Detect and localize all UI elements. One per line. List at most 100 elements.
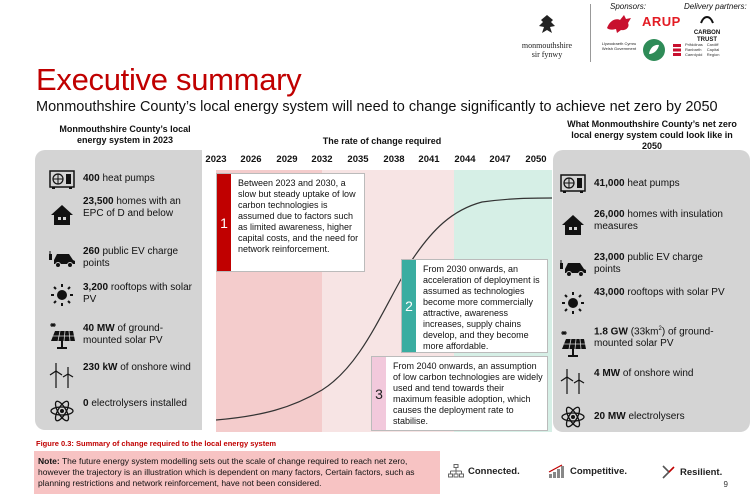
- item-value: 4 MW: [594, 368, 621, 379]
- carbon-trust-line1: CARBON: [693, 30, 721, 36]
- year-label: 2044: [454, 154, 476, 165]
- ccr-en-line1: Cardiff: [706, 42, 719, 47]
- ccr-mark-icon: [673, 43, 681, 56]
- current-onshore-wind: 230 kW of onshore wind: [47, 362, 198, 388]
- item-label: of ground-mounted solar PV: [594, 326, 714, 350]
- current-heat-pumps: 400 heat pumps: [47, 167, 193, 193]
- item-label: electrolysers installed: [91, 398, 187, 409]
- future-heat-pumps: 41,000 heat pumps: [558, 171, 734, 197]
- item-superscript: 2: [658, 326, 662, 332]
- callout-phase-3: 3 From 2040 onwards, an assumption of lo…: [371, 356, 548, 431]
- heat-pump-icon: [47, 167, 77, 193]
- page-subtitle: Monmouthshire County’s local energy syst…: [36, 99, 718, 115]
- item-value-close: ): [661, 326, 666, 338]
- item-value: 0: [83, 398, 89, 409]
- callout-number: 1: [217, 174, 231, 271]
- current-ev-charge-points: 260 public EV charge points: [47, 246, 203, 272]
- dragon-icon: [607, 15, 631, 33]
- middle-column-heading: The rate of change required: [322, 136, 442, 146]
- council-name-line2: sir fynwy: [531, 50, 563, 59]
- wg-name-line1: Llywodraeth Cymru: [601, 41, 637, 46]
- delivery-partners-label: Delivery partners:: [684, 2, 747, 11]
- item-label: heat pumps: [627, 178, 680, 189]
- future-homes-insulation: 26,000 homes with insulation measures: [558, 209, 734, 238]
- solar-panel-icon: [47, 323, 77, 349]
- sun-icon: [558, 290, 588, 316]
- future-rooftop-solar: 43,000 rooftops with solar PV: [558, 287, 734, 316]
- house-icon: [47, 202, 77, 228]
- monmouthshire-logo: monmouthshire sir fynwy: [512, 14, 582, 59]
- callout-text: From 2040 onwards, an assumption of low …: [393, 361, 543, 426]
- council-crest-icon: [539, 15, 555, 33]
- year-label: 2041: [418, 154, 440, 165]
- note-label: Note:: [38, 456, 60, 466]
- tag-label: Resilient.: [680, 466, 723, 478]
- callout-phase-2: 2 From 2030 onwards, an acceleration of …: [401, 259, 548, 353]
- wind-turbine-icon: [558, 368, 588, 394]
- network-icon: [448, 464, 464, 478]
- future-ground-solar: 1.8 GW (33km2) of ground-mounted solar P…: [558, 323, 734, 357]
- resilience-icon: [662, 465, 675, 479]
- welsh-government-logo: Llywodraeth Cymru Welsh Government: [598, 12, 640, 51]
- item-value: 26,000: [594, 209, 625, 220]
- item-label: rooftops with solar PV: [83, 282, 192, 305]
- page-title: Executive summary: [36, 62, 302, 97]
- current-system-panel: [35, 150, 221, 430]
- figure-caption: Figure 0.3: Summary of change required t…: [36, 439, 277, 448]
- cardiff-capital-region-logo: Prifddinas Ranbarth Caerdydd Cardiff Cap…: [672, 42, 719, 57]
- item-value: 1.8 GW: [594, 326, 628, 338]
- item-value: 3,200: [83, 282, 109, 293]
- heat-pump-icon: [558, 171, 588, 197]
- item-label: homes with insulation measures: [594, 209, 723, 232]
- item-value: 260: [83, 246, 100, 257]
- atom-icon: [558, 404, 588, 430]
- year-label: 2029: [276, 154, 298, 165]
- ccr-en-line2: Capital: [706, 47, 720, 52]
- carbon-trust-line2: TRUST: [697, 37, 717, 43]
- left-column-heading: Monmouthshire County’s local energy syst…: [59, 124, 191, 145]
- item-label: public EV charge points: [83, 246, 179, 269]
- rising-bars-icon: [548, 464, 564, 478]
- item-value: 41,000: [594, 178, 625, 189]
- year-label: 2047: [489, 154, 511, 165]
- tag-competitive: Competitive.: [548, 464, 627, 478]
- wind-turbine-icon: [47, 362, 77, 388]
- note-box: Note: The future energy system modelling…: [34, 451, 440, 494]
- page-number: 9: [723, 480, 728, 489]
- item-label: homes with an EPC of D and below: [83, 196, 181, 219]
- current-electrolysers: 0 electrolysers installed: [47, 398, 193, 424]
- ccr-en-line3: Region: [706, 52, 720, 57]
- ev-car-icon: [558, 255, 588, 281]
- ccr-line3: Caerdydd: [685, 52, 703, 57]
- tag-resilient: Resilient.: [660, 464, 722, 480]
- item-value: 40 MW: [83, 323, 115, 334]
- item-value: 230 kW: [83, 362, 118, 373]
- carbon-trust-mark-icon: [700, 16, 714, 24]
- sponsors-label: Sponsors:: [610, 2, 647, 11]
- callout-number: 3: [372, 357, 386, 430]
- year-label: 2026: [240, 154, 262, 165]
- future-onshore-wind: 4 MW of onshore wind: [558, 368, 704, 394]
- leaf-partner-logo: [642, 38, 666, 67]
- year-label: 2035: [347, 154, 369, 165]
- year-label: 2038: [383, 154, 405, 165]
- ev-car-icon: [47, 246, 77, 272]
- council-name-line1: monmouthshire: [521, 41, 573, 50]
- item-value-extra: (33km: [630, 326, 659, 338]
- carbon-trust-logo: CARBON TRUST: [680, 12, 734, 44]
- callout-text: Between 2023 and 2030, a slow but steady…: [238, 178, 359, 254]
- ccr-line1: Prifddinas: [685, 42, 703, 47]
- callout-phase-1: 1 Between 2023 and 2030, a slow but stea…: [216, 173, 365, 272]
- item-label: electrolysers: [628, 411, 685, 422]
- wg-name-line2: Welsh Government: [601, 46, 637, 51]
- current-rooftop-solar: 3,200 rooftops with solar PV: [47, 282, 198, 308]
- current-homes-epc: 23,500 homes with an EPC of D and below: [47, 196, 193, 228]
- future-ev-charge-points: 23,000 public EV charge points: [558, 252, 714, 281]
- item-value: 400: [83, 173, 100, 184]
- year-label: 2032: [311, 154, 333, 165]
- callout-number: 2: [402, 260, 416, 352]
- tag-connected: Connected.: [448, 464, 520, 478]
- tag-label: Competitive.: [570, 465, 628, 477]
- ccr-line2: Ranbarth: [685, 47, 702, 52]
- future-electrolysers: 20 MW electrolysers: [558, 404, 734, 430]
